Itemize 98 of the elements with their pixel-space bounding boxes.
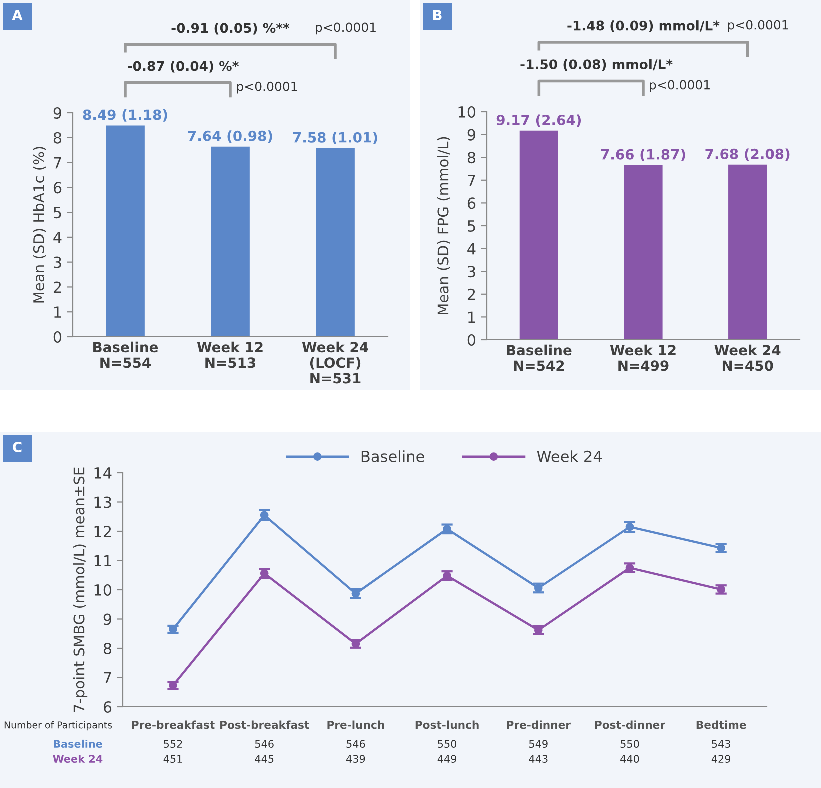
legend-label: Week 24 [537,450,602,462]
text: p<0.0001 [728,20,788,32]
y-axis-title: Mean (SD) FPG (mmol/L) [437,137,450,314]
data-label: 7.64 (0.98) [188,130,272,144]
point [717,544,726,552]
x-tick-label: Post-lunch [416,720,479,730]
text: 440 [620,755,640,764]
text: p<0.0001 [316,22,376,35]
y-tick-label: 1 [54,306,62,318]
y-tick-label: 6 [104,701,112,714]
x-tick-label: Post-dinner [595,720,666,730]
text: 550 [620,740,640,748]
text: -1.50 (0.08) mmol/L* [520,59,673,72]
text: p<0.0001 [237,82,298,94]
text: Week 24 [53,754,103,764]
x-tick-label: Pre-dinner [507,720,571,730]
x-tick-label: Baseline N=554 [94,342,158,368]
y-tick-label: 9 [104,614,112,626]
x-tick-label: Bedtime [696,720,746,730]
y-tick-label: 8 [468,152,476,164]
y-tick-label: 10 [458,106,476,118]
point [626,564,634,572]
text: 451 [164,755,182,764]
text: 449 [438,755,456,764]
point [352,590,360,598]
x-tick-label: Week 12 N=499 [610,344,676,372]
y-tick-label: 4 [468,243,476,255]
chart-title: A [12,10,23,20]
y-tick-label: 7 [104,672,112,684]
chart-title: C [13,442,22,453]
y-tick-label: 6 [468,198,476,210]
text: p<0.0001 [650,80,710,92]
y-tick-label: 1 [468,312,476,324]
y-tick-label: 2 [468,288,476,300]
legend-label: Baseline [362,450,424,462]
text: -0.91 (0.05) %** [172,22,290,35]
bar [520,130,558,340]
text: 543 [712,740,730,748]
y-tick-label: 8 [54,132,62,144]
y-tick-label: 9 [54,107,62,120]
y-tick-label: 0 [468,334,476,346]
point [534,584,543,592]
text: 445 [255,755,274,764]
y-tick-label: 3 [468,266,476,278]
bar [316,148,355,337]
data-label: 9.17 (2.64) [496,114,582,128]
x-tick-label: Week 24 N=450 [714,344,781,372]
x-tick-label: Pre-breakfast [132,720,215,730]
y-tick-label: 12 [94,526,112,538]
y-tick-label: 11 [94,555,112,567]
bar [728,164,768,340]
text: -1.48 (0.09) mmol/L* [568,20,720,32]
x-tick-label: Week 24 (LOCF) N=531 [302,342,368,384]
x-tick-label: Week 12 N=513 [197,342,263,368]
y-tick-label: 13 [94,496,112,508]
text: 429 [712,755,731,764]
bar [624,165,663,340]
text: Number of Participants [4,721,112,731]
text: 443 [529,755,548,764]
y-tick-label: 14 [94,468,112,479]
x-tick-label: Baseline N=542 [507,344,572,372]
point [443,524,452,534]
y-tick-label: 3 [54,256,62,268]
text: 552 [164,740,182,748]
text: 549 [529,740,548,748]
y-tick-label: 4 [54,232,62,244]
point [260,511,269,520]
point [626,522,634,532]
bar [211,146,250,337]
text: Baseline [54,740,102,748]
y-axis-title: Mean (SD) HbA1c (%) [33,147,46,303]
x-tick-label: Post-breakfast [220,720,310,730]
y-tick-label: 5 [54,207,62,219]
y-tick-label: 2 [54,282,62,294]
text: -0.87 (0.04) %* [128,61,239,73]
y-tick-label: 9 [468,129,476,141]
y-tick-label: 8 [104,642,112,655]
y-tick-label: 6 [54,182,62,194]
chart-title: B [433,10,442,20]
y-tick-label: 10 [94,584,112,596]
y-tick-label: 0 [54,331,62,344]
text: 550 [438,740,457,748]
y-tick-label: 7 [54,157,62,169]
data-label: 7.66 (1.87) [601,149,686,162]
y-axis-title: 7-point SMBG (mmol/L) mean±SE [73,468,88,712]
data-label: 7.68 (2.08) [706,148,790,162]
data-label: 7.58 (1.01) [293,132,378,145]
y-tick-label: 7 [468,175,476,186]
data-label: 8.49 (1.18) [83,109,168,122]
text: 546 [346,740,366,748]
text: 546 [255,740,274,748]
y-tick-label: 5 [468,220,476,232]
bar [106,126,145,337]
text: 439 [346,755,366,764]
point [260,569,269,578]
point [717,586,726,594]
point [443,572,452,580]
x-tick-label: Pre-lunch [328,720,384,730]
